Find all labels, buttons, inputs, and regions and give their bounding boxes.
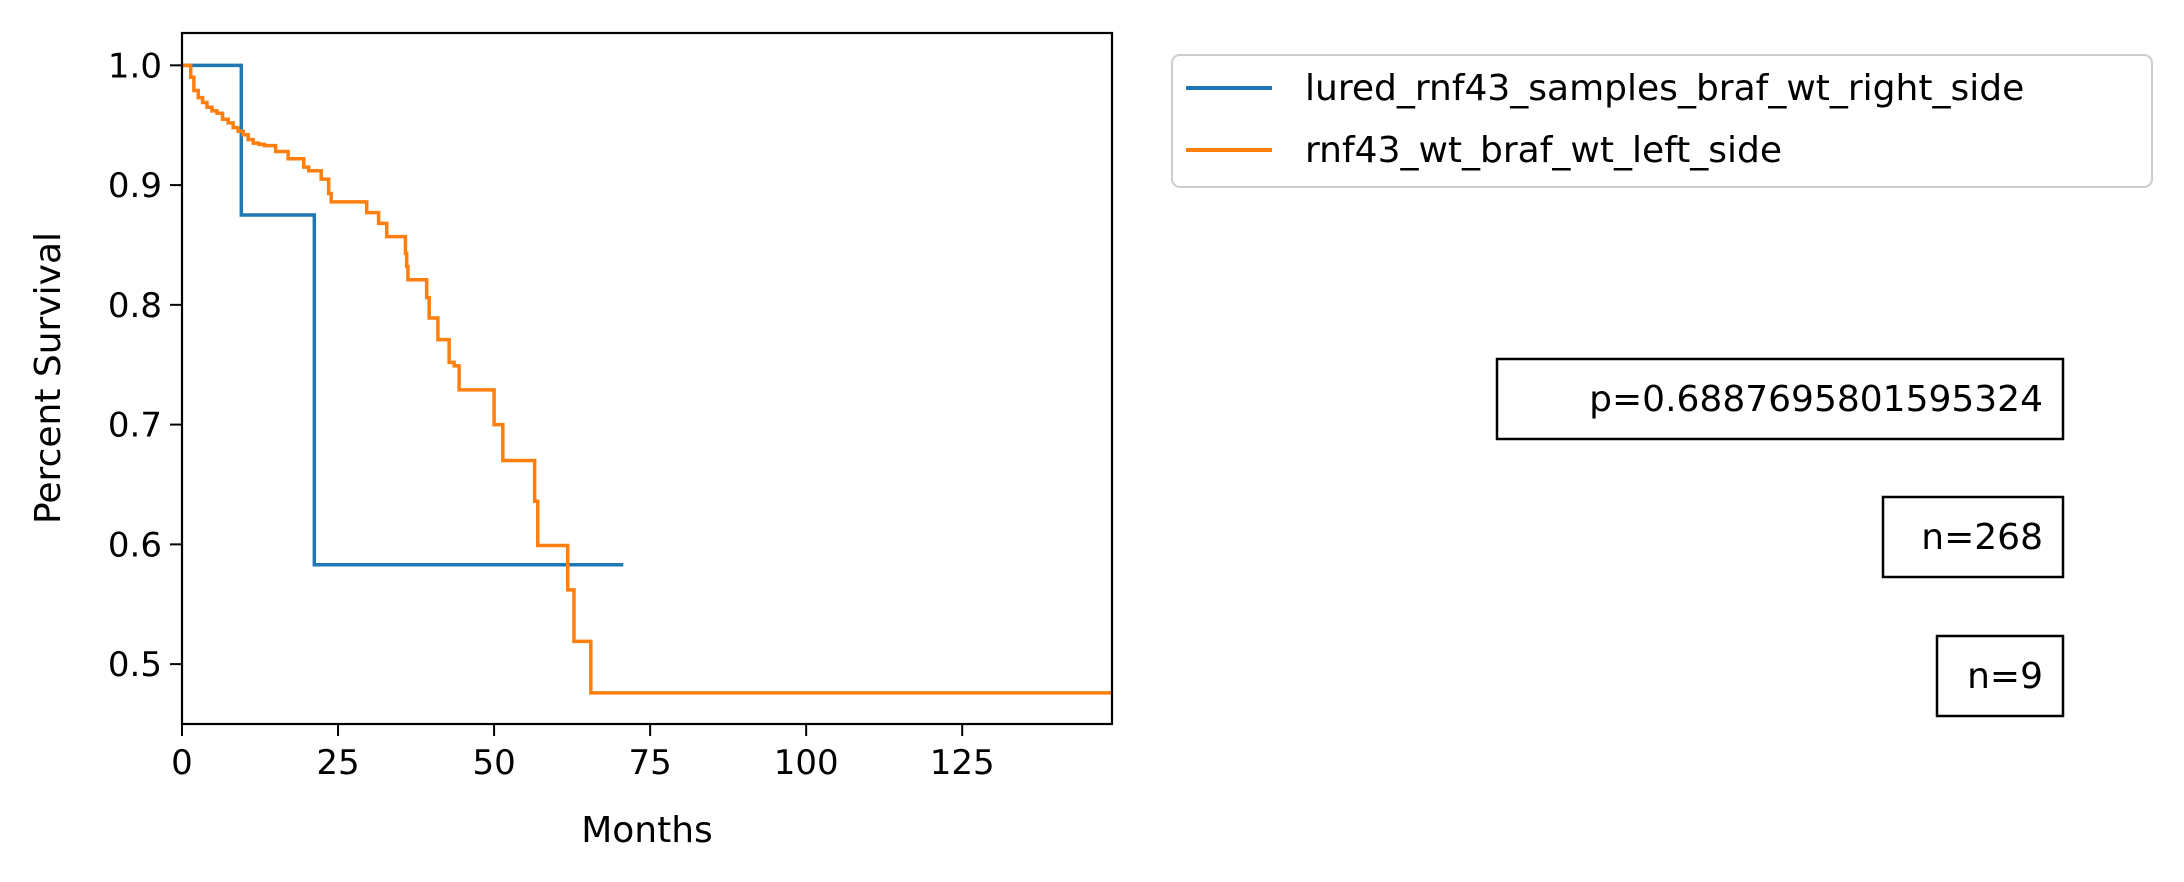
x-tick-label: 125 <box>930 743 995 783</box>
series-line-1 <box>182 63 624 567</box>
y-tick-label: 0.7 <box>108 406 162 446</box>
n-count-frame-1 <box>1881 495 2065 579</box>
n-count-frame-2 <box>1935 634 2065 718</box>
y-tick-label: 0.6 <box>108 525 162 565</box>
n-count-box-1: n=268 <box>1881 495 2065 579</box>
n-count-text-2: n=9 <box>1967 656 2043 697</box>
y-tick-label: 1.0 <box>108 46 162 86</box>
series-layer <box>182 63 1112 695</box>
legend-frame <box>1171 54 2153 188</box>
series-line-2 <box>182 63 1112 695</box>
p-value-text: p=0.6887695801595324 <box>1589 379 2043 420</box>
p-value-box: p=0.6887695801595324 <box>1495 357 2065 441</box>
y-tick-label: 0.8 <box>108 286 162 326</box>
p-value-frame <box>1495 357 2065 441</box>
y-tick-label: 0.5 <box>108 645 162 685</box>
legend-label-series-1: lured_rnf43_samples_braf_wt_right_side <box>1305 68 2024 109</box>
y-tick-label: 0.9 <box>108 166 162 206</box>
legend-label-series-2: rnf43_wt_braf_wt_left_side <box>1305 130 1782 171</box>
x-tick-label: 0 <box>171 743 193 783</box>
x-tick-label: 100 <box>774 743 839 783</box>
n-count-box-2: n=9 <box>1935 634 2065 718</box>
x-axis-label: Months <box>581 810 713 851</box>
y-axis: 0.5 0.6 0.7 0.8 0.9 1.0 <box>108 46 182 685</box>
x-tick-label: 75 <box>628 743 671 783</box>
x-tick-label: 25 <box>316 743 359 783</box>
axes-frame <box>180 31 1114 726</box>
legend: lured_rnf43_samples_braf_wt_right_side r… <box>1171 54 2153 188</box>
y-axis-label: Percent Survival <box>28 232 69 524</box>
x-tick-label: 50 <box>472 743 515 783</box>
x-axis: 0 25 50 75 100 125 <box>171 724 995 783</box>
n-count-text-1: n=268 <box>1921 517 2043 558</box>
